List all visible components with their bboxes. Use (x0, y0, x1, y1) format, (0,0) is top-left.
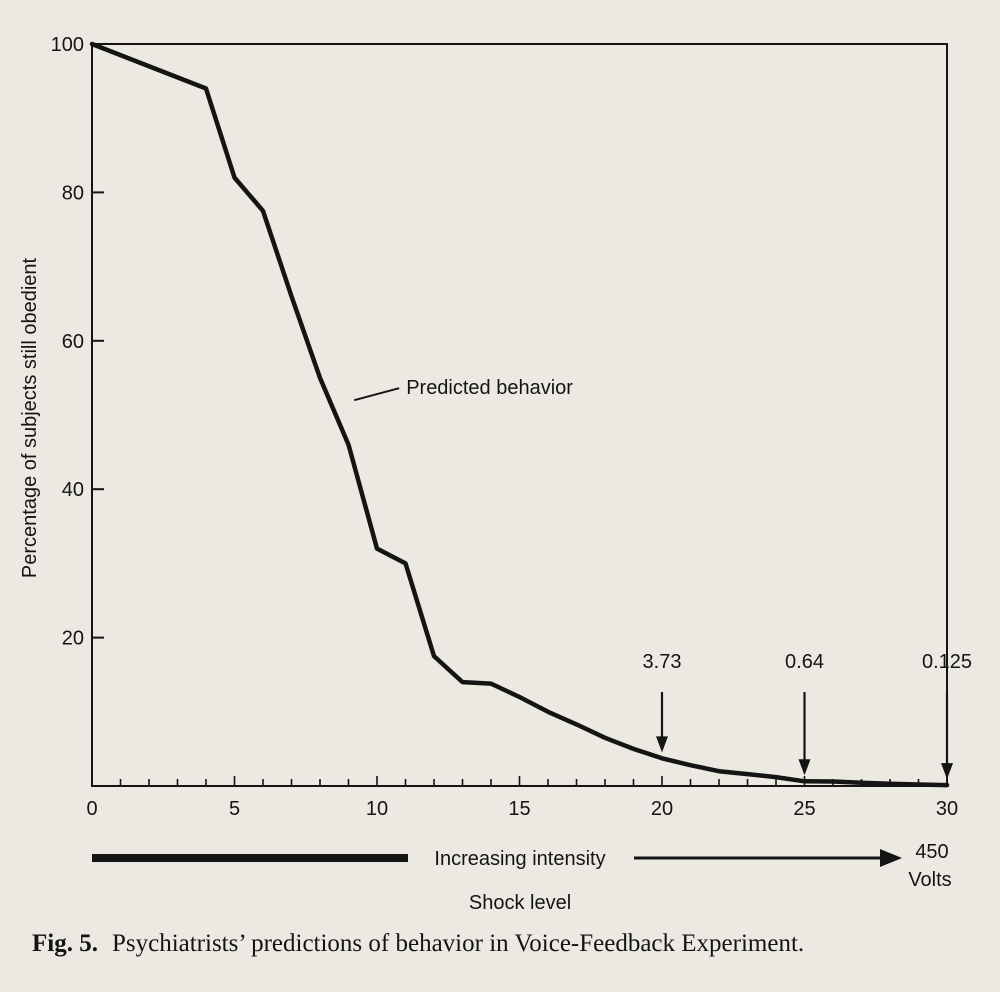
y-tick-label: 40 (62, 479, 84, 501)
x-tick-label: 5 (229, 798, 240, 820)
end-unit-label: Volts (908, 869, 951, 891)
figure-number: Fig. 5. (32, 930, 98, 957)
series-line-predicted-behavior (89, 41, 950, 788)
x-tick-label: 25 (793, 798, 815, 820)
y-tick-label: 100 (51, 34, 84, 56)
x-axis-label: Shock level (469, 892, 571, 914)
series-layer: Predicted behavior (89, 41, 950, 788)
caption-text: Psychiatrists’ predictions of behavior i… (111, 930, 805, 957)
series-label: Predicted behavior (406, 377, 573, 399)
x-tick-label: 30 (936, 798, 958, 820)
intensity-label: Increasing intensity (434, 848, 605, 870)
annotation-layer: 3.73 0.64 0.125 (643, 651, 972, 780)
x-tick-label: 0 (86, 798, 97, 820)
intensity-arrowhead (880, 849, 902, 867)
x-axis-ticks: 0 5 10 15 20 25 30 (86, 776, 958, 820)
x-tick-label: 20 (651, 798, 673, 820)
annotation-arrowhead (656, 736, 668, 753)
x-tick-label: 15 (508, 798, 530, 820)
annotation-label: 0.64 (785, 651, 824, 673)
y-axis-ticks: 20 40 60 80 100 (51, 34, 104, 650)
y-tick-label: 80 (62, 182, 84, 204)
plot-frame (91, 43, 948, 787)
y-tick-label: 20 (62, 628, 84, 650)
annotation-arrowhead (941, 763, 953, 780)
annotation-arrowhead (798, 759, 811, 776)
annotation-label: 3.73 (643, 651, 682, 673)
annotation-label: 0.125 (922, 651, 972, 673)
end-value-label: 450 (915, 841, 948, 863)
y-tick-label: 60 (62, 331, 84, 353)
figure-caption: Fig. 5. Psychiatrists’ predictions of beh… (32, 930, 982, 958)
series-label-leader (353, 387, 400, 402)
y-axis-label: Percentage of subjects still obedient (19, 257, 41, 578)
x-tick-label: 10 (366, 798, 388, 820)
